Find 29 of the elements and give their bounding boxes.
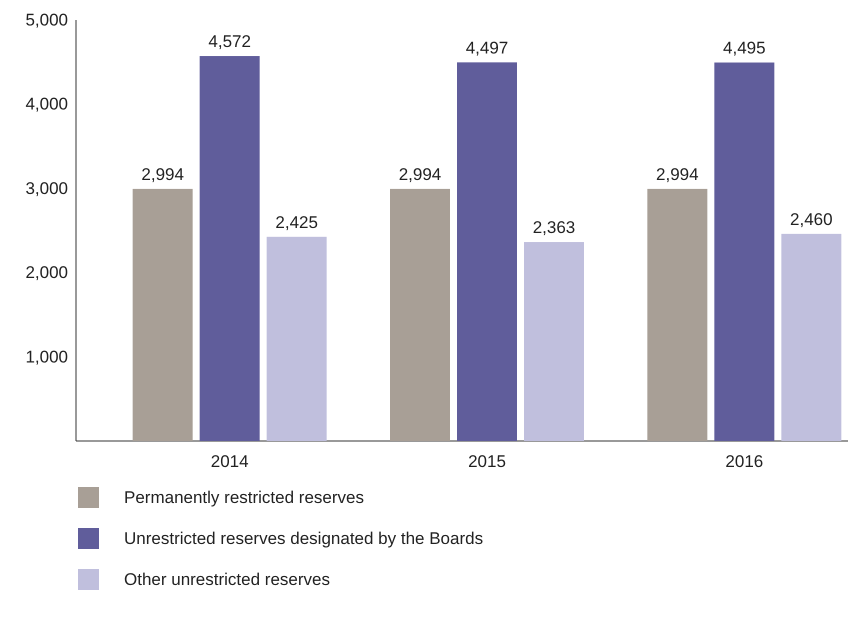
data-label: 2,363	[532, 218, 576, 238]
y-tick-label: 1,000	[25, 347, 68, 366]
data-label: 4,495	[723, 38, 766, 58]
data-label: 2,994	[656, 164, 699, 184]
data-label: 2,460	[790, 210, 833, 229]
bar	[714, 62, 774, 441]
y-tick-label: 2,000	[25, 263, 68, 282]
bar	[390, 188, 450, 441]
bar	[132, 188, 193, 441]
bar	[781, 234, 842, 441]
bar	[457, 62, 517, 441]
y-tick-label: 3,000	[25, 178, 68, 198]
bar	[524, 242, 584, 441]
data-label: 2,425	[275, 212, 318, 232]
bar	[266, 236, 327, 441]
y-tick-label: 5,000	[25, 10, 68, 30]
data-label: 2,994	[398, 164, 442, 184]
y-tick-label: 4,000	[25, 94, 68, 114]
data-label: 2,994	[141, 164, 184, 184]
legend-label: Permanently restricted reserves	[124, 488, 364, 507]
legend-label: Other unrestricted reserves	[124, 570, 330, 589]
x-tick-label: 2016	[725, 452, 764, 472]
legend-label: Unrestricted reserves designated by the Boards	[124, 529, 484, 548]
bar	[200, 56, 260, 441]
bar	[647, 188, 708, 441]
data-label: 4,572	[208, 32, 251, 52]
x-tick-label: 2015	[468, 452, 506, 472]
x-tick-label: 2014	[210, 452, 249, 472]
data-label: 4,497	[466, 38, 508, 58]
